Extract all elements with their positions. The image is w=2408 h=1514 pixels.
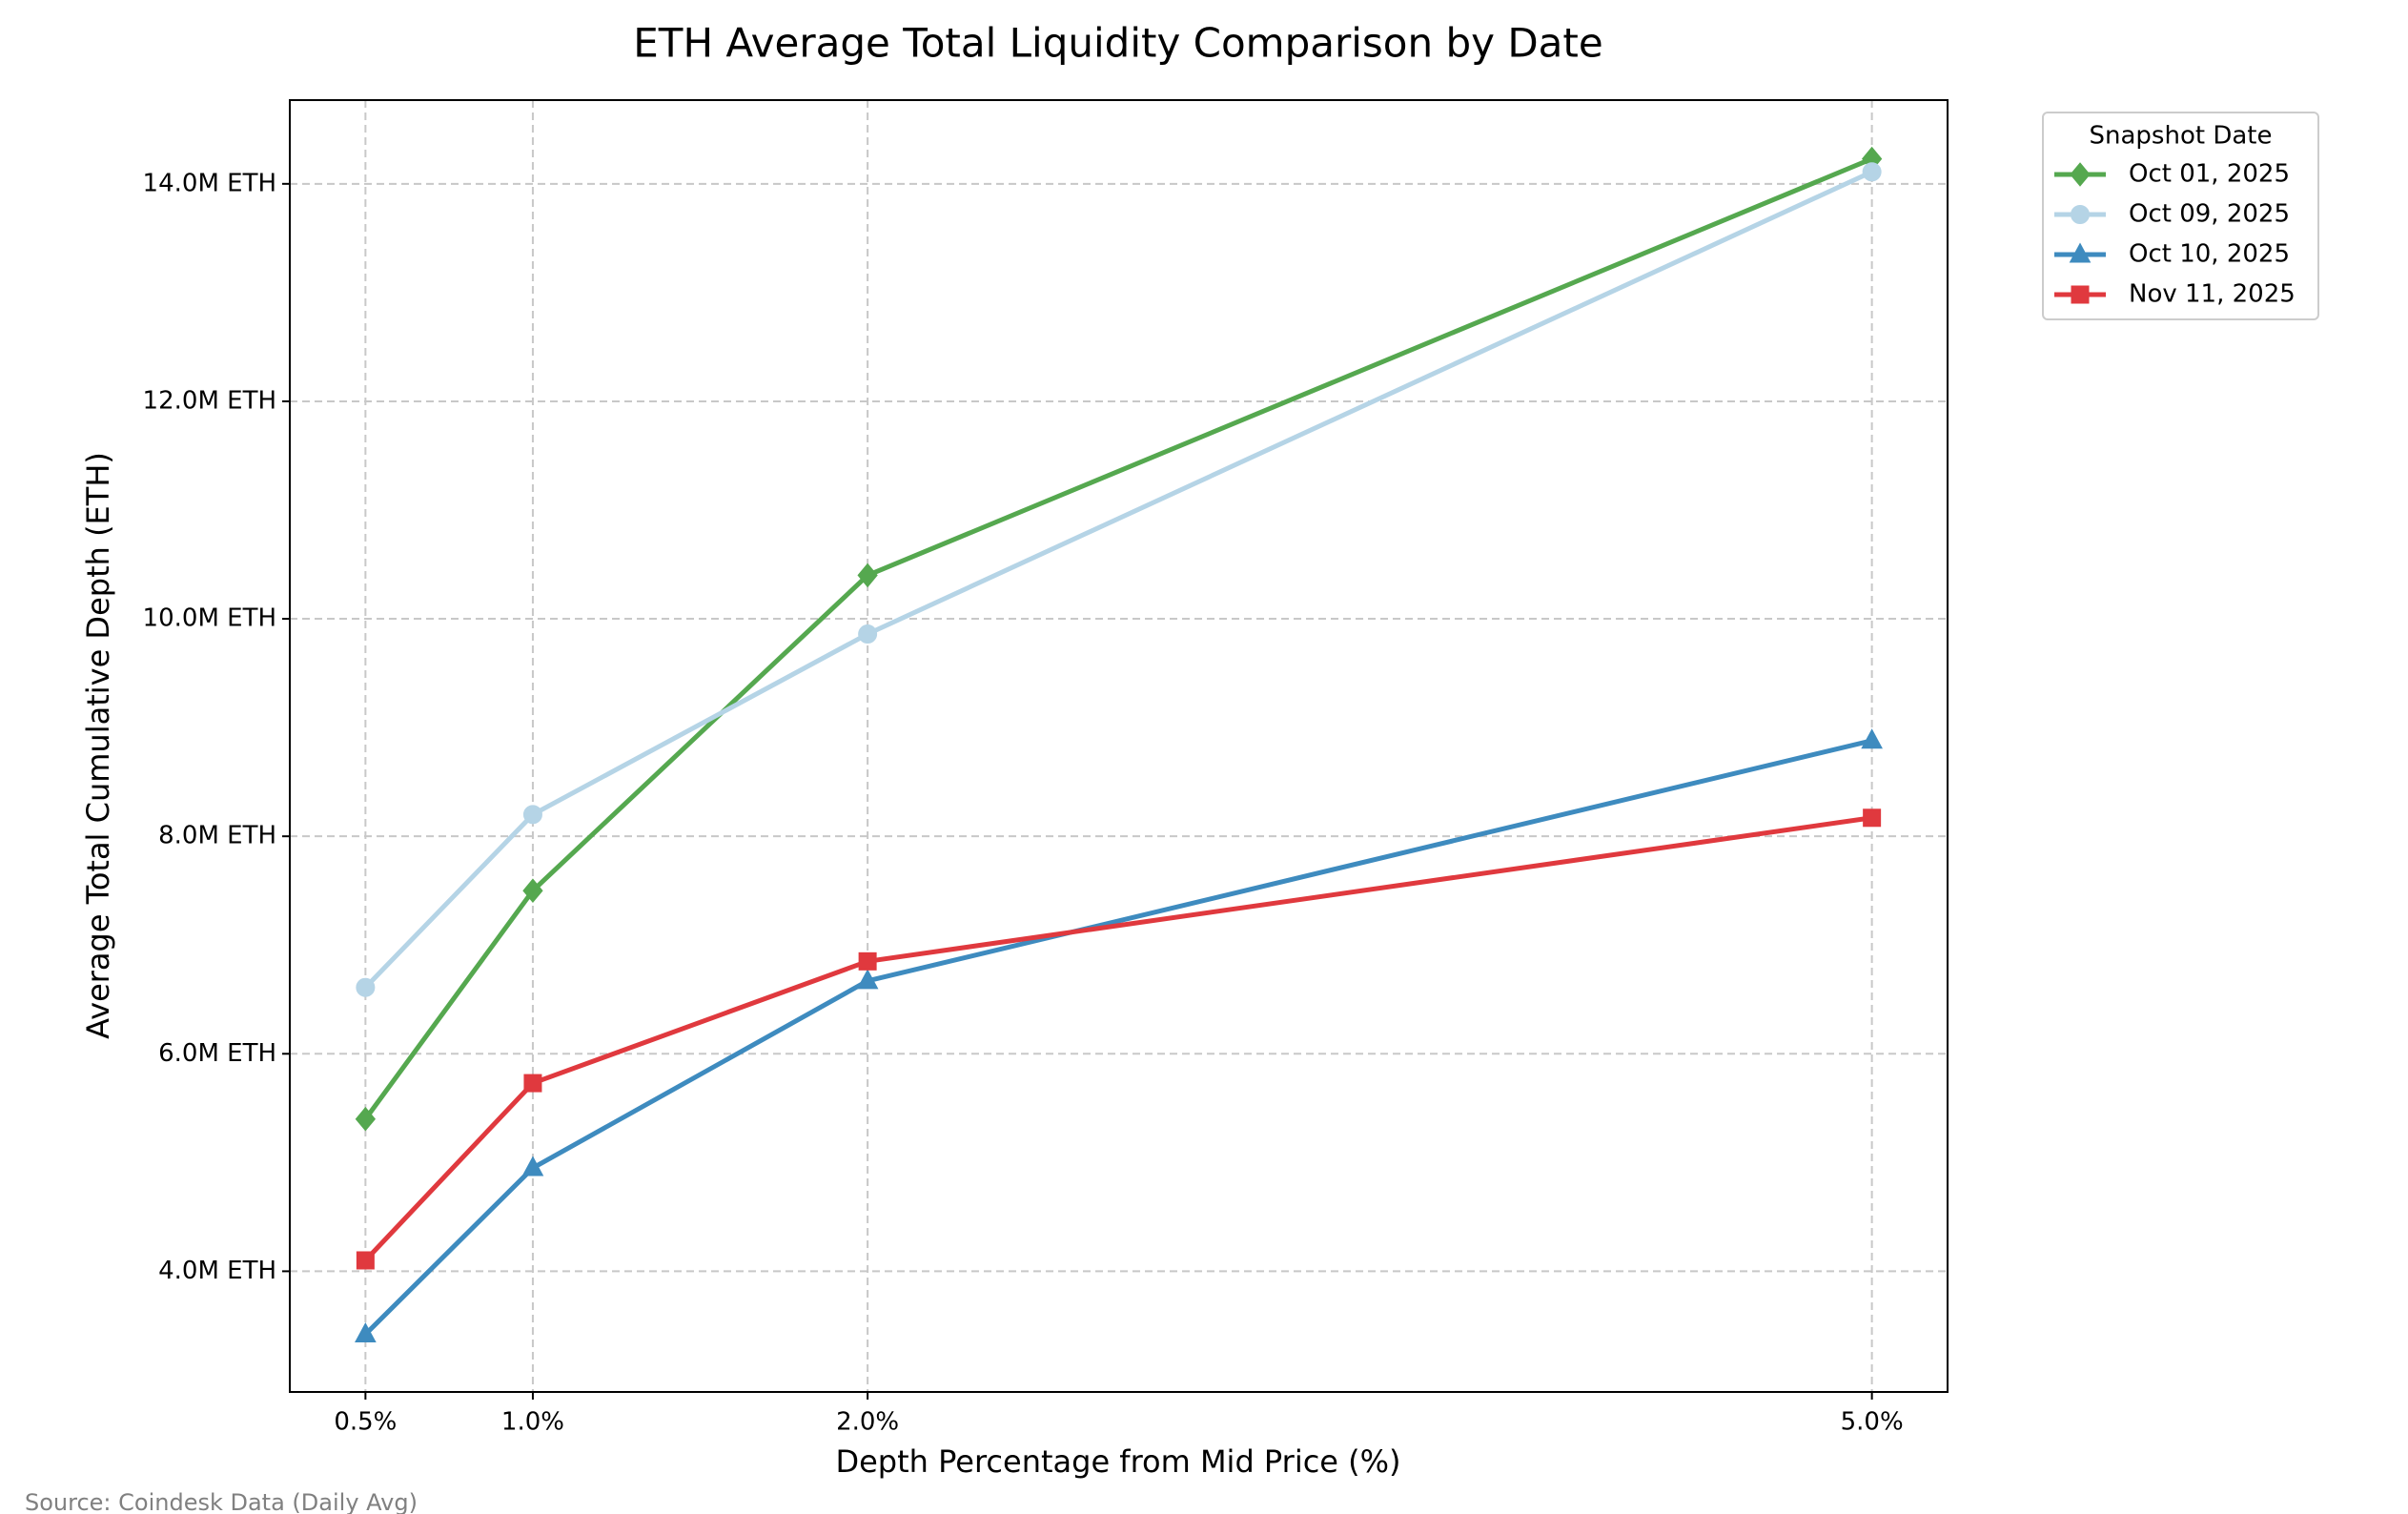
series	[356, 808, 1882, 1270]
y-axis-label: Average Total Cumulative Depth (ETH)	[80, 452, 116, 1039]
plot-area	[355, 146, 1883, 1343]
x-tick-label: 2.0%	[836, 1408, 899, 1437]
y-tick-label: 14.0M ETH	[143, 169, 276, 197]
marker	[1861, 728, 1883, 749]
marker	[2069, 242, 2092, 263]
marker	[355, 1321, 377, 1343]
series-line	[363, 815, 1872, 1262]
legend-label: Nov 11, 2025	[2129, 280, 2296, 309]
marker	[356, 1251, 375, 1270]
y-tick-label: 12.0M ETH	[143, 386, 276, 415]
y-tick-label: 8.0M ETH	[158, 822, 276, 850]
series	[356, 162, 1882, 997]
chart-title: ETH Average Total Liquidity Comparison b…	[633, 20, 1602, 67]
source-note: Source: Coindesk Data (Daily Avg)	[25, 1489, 418, 1514]
legend-box	[2042, 112, 2319, 320]
y-tick-label: 6.0M ETH	[158, 1039, 276, 1068]
y-tick-label: 4.0M ETH	[158, 1257, 276, 1285]
marker	[523, 1074, 542, 1093]
marker	[355, 1106, 377, 1132]
marker	[1863, 808, 1882, 828]
marker	[858, 624, 878, 644]
marker	[522, 878, 543, 903]
x-axis-label: Depth Percentage from Mid Price (%)	[835, 1443, 1400, 1480]
marker	[1862, 162, 1882, 182]
series-line	[363, 170, 1873, 990]
y-tick-label: 10.0M ETH	[143, 604, 276, 633]
legend-title: Snapshot Date	[2090, 122, 2273, 151]
series	[355, 146, 1883, 1132]
x-tick-label: 5.0%	[1841, 1408, 1904, 1437]
legend-label: Oct 01, 2025	[2129, 160, 2290, 189]
marker	[356, 977, 376, 997]
marker	[2071, 285, 2090, 304]
series-line	[363, 738, 1873, 1337]
x-tick-label: 0.5%	[334, 1408, 397, 1437]
marker	[856, 969, 879, 990]
legend-label: Oct 09, 2025	[2129, 200, 2290, 229]
marker	[2071, 205, 2090, 224]
marker	[522, 805, 542, 825]
series-line	[363, 156, 1873, 1121]
axes-frame	[289, 99, 1949, 1393]
marker	[857, 563, 878, 588]
x-tick-label: 1.0%	[501, 1408, 564, 1437]
marker	[2070, 162, 2091, 187]
legend: Snapshot Date Oct 01, 2025 Oct 09, 2025 Oct…	[2042, 112, 2319, 320]
grid	[290, 100, 1948, 1392]
legend-label: Oct 10, 2025	[2129, 240, 2290, 269]
marker	[521, 1156, 544, 1176]
series	[355, 728, 1883, 1343]
marker	[858, 951, 877, 971]
